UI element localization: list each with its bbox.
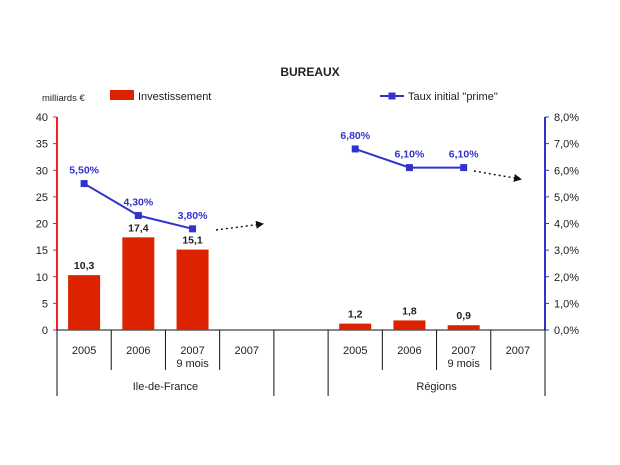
rate-point (460, 164, 468, 172)
x-tick-label: 2007 (506, 345, 530, 357)
rate-point (405, 164, 413, 172)
x-group-label: Ile-de-France (133, 381, 198, 393)
legend-bar-label: Investissement (138, 91, 211, 103)
left-axis-tick-label: 35 (36, 139, 48, 151)
chart-title: BUREAUX (280, 65, 339, 79)
bar-value-label: 17,4 (128, 222, 149, 234)
right-axis-tick-label: 7,0% (554, 139, 579, 151)
bar (339, 323, 372, 330)
data-labels: 10,3 17,4 15,1 1,2 1,8 0,9 5,50% 4,30% 3,80% 6,80… (69, 130, 479, 322)
trend-arrow-regions (473, 170, 522, 182)
legend-line-label: Taux initial "prime" (408, 91, 498, 103)
x-group-label: Régions (416, 381, 457, 393)
left-axis-unit-label: milliards € (42, 93, 85, 104)
legend-line-marker (388, 92, 396, 100)
bar-value-label: 0,9 (456, 310, 471, 322)
rate-point (189, 225, 197, 233)
x-tick-label: 2005 (343, 345, 367, 357)
trend-arrow-ile-de-france (215, 220, 264, 231)
rate-point (134, 212, 142, 220)
legend-bar-swatch (110, 90, 134, 100)
left-axis-tick-label: 40 (36, 112, 48, 124)
x-tick-label: 2005 (72, 345, 96, 357)
rate-value-label: 5,50% (69, 165, 99, 177)
right-axis-tick-label: 0,0% (554, 325, 579, 337)
x-tick-label: 2006 (397, 345, 421, 357)
rate-point (351, 145, 359, 153)
bar (393, 320, 426, 330)
bar-value-label: 10,3 (74, 260, 95, 272)
bar-series (68, 237, 480, 330)
left-axis-tick-label: 10 (36, 272, 48, 284)
bar-value-label: 1,8 (402, 305, 417, 317)
x-tick-label: 2006 (126, 345, 150, 357)
x-tick-sublabel: 9 mois (447, 358, 480, 370)
left-axis-tick-label: 5 (42, 298, 48, 310)
left-axis-tick-label: 20 (36, 219, 48, 231)
right-axis-tick-label: 1,0% (554, 298, 579, 310)
rate-value-label: 3,80% (178, 210, 208, 222)
rate-point (80, 180, 88, 188)
left-axis-tick-label: 25 (36, 192, 48, 204)
bar (176, 249, 209, 330)
x-tick-label: 2007 (451, 345, 475, 357)
bar-value-label: 15,1 (182, 235, 203, 247)
right-axis-tick-label: 2,0% (554, 272, 579, 284)
right-axis-tick-label: 5,0% (554, 192, 579, 204)
right-axis-tick-label: 3,0% (554, 245, 579, 257)
rate-value-label: 6,10% (449, 149, 479, 161)
bar-value-label: 1,2 (348, 309, 363, 321)
right-axis: 0,0% 1,0% 2,0% 3,0% 4,0% 5,0% 6,0% 7,0% 8,0% (544, 112, 579, 337)
left-axis-tick-label: 0 (42, 325, 48, 337)
bar (447, 325, 480, 330)
right-axis-tick-label: 8,0% (554, 112, 579, 124)
rate-value-label: 4,30% (123, 197, 153, 209)
rate-value-label: 6,80% (340, 130, 370, 142)
line-series (80, 145, 468, 233)
left-axis-tick-label: 30 (36, 165, 48, 177)
rate-value-label: 6,10% (395, 149, 425, 161)
right-axis-tick-label: 4,0% (554, 219, 579, 231)
bar (122, 237, 155, 330)
right-axis-tick-label: 6,0% (554, 165, 579, 177)
x-tick-sublabel: 9 mois (176, 358, 209, 370)
x-tick-label: 2007 (235, 345, 259, 357)
bar (68, 275, 101, 330)
left-axis-tick-label: 15 (36, 245, 48, 257)
left-axis: 0 5 10 15 20 25 30 35 40 (36, 112, 58, 337)
x-tick-label: 2007 (180, 345, 204, 357)
